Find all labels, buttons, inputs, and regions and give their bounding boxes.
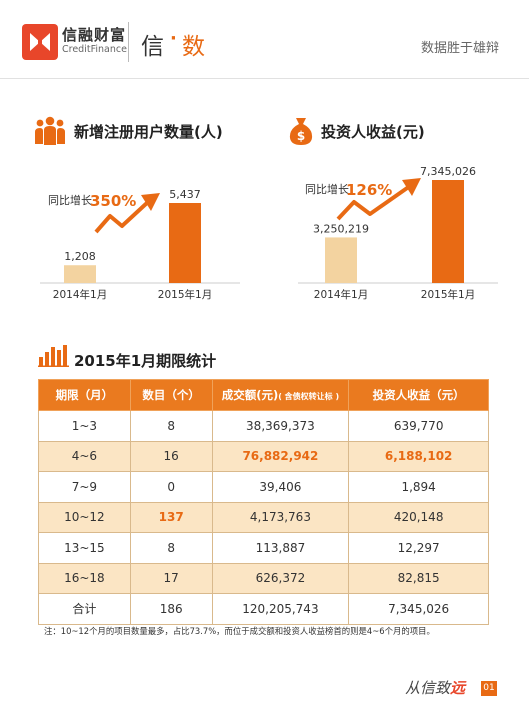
cell-total-label: 合计 — [38, 593, 131, 625]
cell-earnings: 82,815 — [348, 562, 489, 594]
cell-total-earnings: 7,345,026 — [348, 593, 489, 625]
cell-earnings: 12,297 — [348, 532, 489, 564]
cell-total-volume: 120,205,743 — [211, 593, 350, 625]
cell-term: 16~18 — [38, 562, 131, 594]
cell-total-count: 186 — [129, 593, 213, 625]
cell-term: 10~12 — [38, 501, 131, 533]
earnings-growth-label: 同比增长 — [305, 182, 349, 196]
cell-count: 8 — [129, 410, 213, 442]
cell-term: 1~3 — [38, 410, 131, 442]
footer-signature-accent: 远 — [450, 679, 466, 697]
earnings-category-2014: 2014年1月 — [314, 288, 368, 301]
earnings-growth-arrow-line — [336, 184, 412, 221]
col-header-count: 数目（个） — [129, 379, 213, 411]
brand-name: 信融财富 — [62, 26, 127, 44]
header-slogan: 数据胜于雄辩 — [420, 41, 499, 56]
footer-signature: 从信致远 — [405, 677, 465, 698]
brand-name-english: CreditFinance — [62, 44, 127, 55]
earnings-bar-2015 — [432, 180, 464, 283]
earnings-growth-arrow-head — [402, 178, 421, 196]
cell-count-highlight: 137 — [129, 501, 213, 533]
earnings-value-2015: 7,345,026 — [420, 165, 476, 178]
cell-term: 4~6 — [38, 440, 131, 472]
users-bar-2014 — [64, 265, 96, 283]
users-chart-title: 新增注册用户数量(人) — [74, 123, 223, 141]
page-number: 01 — [481, 681, 497, 696]
users-bar-2015 — [169, 203, 201, 283]
bar-stats-icon — [38, 345, 69, 367]
users-category-2014: 2014年1月 — [53, 288, 107, 301]
col-header-term: 期限（月） — [38, 379, 131, 411]
cell-volume: 626,372 — [211, 562, 350, 594]
money-bag-icon: $ — [289, 118, 313, 145]
table-title: 2015年1月期限统计 — [74, 352, 217, 370]
earnings-category-2015: 2015年1月 — [421, 288, 475, 301]
three-people-icon — [35, 116, 65, 145]
table-row: 4~6 16 76,882,942 6,188,102 — [38, 440, 489, 472]
cell-volume: 38,369,373 — [211, 410, 350, 442]
creditfinance-logo-icon — [22, 24, 58, 60]
table-footnote: 注：10~12个月的项目数量最多，占比73.7%，而位于成交额和投资人收益榜首的… — [44, 626, 435, 636]
cell-count: 0 — [129, 471, 213, 503]
col-header-volume-note: ( 含债权转让标 ) — [278, 392, 340, 401]
cell-term: 7~9 — [38, 471, 131, 503]
cell-earnings: 639,770 — [348, 410, 489, 442]
svg-text:$: $ — [297, 129, 305, 143]
cell-volume: 39,406 — [211, 471, 350, 503]
users-growth-arrow-head — [141, 193, 160, 211]
cell-volume: 113,887 — [211, 532, 350, 564]
table-total-row: 合计 186 120,205,743 7,345,026 — [38, 593, 489, 625]
users-growth-label: 同比增长 — [48, 193, 92, 207]
header-divider — [128, 22, 129, 62]
cell-earnings: 420,148 — [348, 501, 489, 533]
users-growth-value: 350% — [90, 192, 136, 210]
table-row: 16~18 17 626,372 82,815 — [38, 562, 489, 594]
earnings-growth-value: 126% — [346, 181, 392, 199]
col-header-earnings: 投资人收益（元） — [348, 379, 489, 411]
cell-earnings-highlight: 6,188,102 — [348, 440, 489, 472]
cell-volume-highlight: 76,882,942 — [211, 440, 350, 472]
cell-term: 13~15 — [38, 532, 131, 564]
col-header-volume-label: 成交额(元) — [221, 388, 279, 402]
users-category-2015: 2015年1月 — [158, 288, 212, 301]
users-value-2015: 5,437 — [169, 188, 201, 201]
page-title-separator: · — [170, 28, 177, 49]
term-stats-table: 期限（月） 数目（个） 成交额(元)( 含债权转让标 ) 投资人收益（元） 1~… — [38, 379, 489, 625]
col-header-volume: 成交额(元)( 含债权转让标 ) — [211, 379, 350, 411]
earnings-bar-2014 — [325, 237, 357, 283]
earnings-chart-title: 投资人收益(元) — [321, 123, 425, 141]
page-title-right: 数 — [182, 34, 205, 60]
table-row: 1~3 8 38,369,373 639,770 — [38, 410, 489, 442]
cell-earnings: 1,894 — [348, 471, 489, 503]
users-value-2014: 1,208 — [64, 250, 96, 263]
table-row: 7~9 0 39,406 1,894 — [38, 471, 489, 503]
users-growth-arrow-line — [94, 200, 150, 234]
table-row: 13~15 8 113,887 12,297 — [38, 532, 489, 564]
cell-count: 8 — [129, 532, 213, 564]
table-header-row: 期限（月） 数目（个） 成交额(元)( 含债权转让标 ) 投资人收益（元） — [38, 379, 489, 411]
page-title-left: 信 — [141, 34, 164, 60]
header-rule — [0, 78, 529, 79]
footer-signature-text: 从信致 — [405, 679, 451, 697]
cell-count: 16 — [129, 440, 213, 472]
earnings-value-2014: 3,250,219 — [313, 222, 369, 235]
table-row: 10~12 137 4,173,763 420,148 — [38, 501, 489, 533]
cell-count: 17 — [129, 562, 213, 594]
page-header: 信融财富 CreditFinance 信 · 数 数据胜于雄辩 — [0, 0, 529, 80]
cell-volume: 4,173,763 — [211, 501, 350, 533]
